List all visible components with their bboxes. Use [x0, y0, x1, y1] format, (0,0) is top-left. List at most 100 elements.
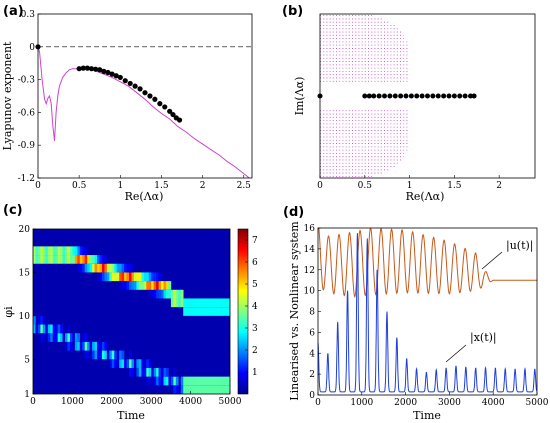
heatmap-cell [72, 333, 76, 342]
panel-c-xtick-label: 4000 [179, 397, 202, 407]
lyapunov-point [80, 65, 86, 71]
heatmap-cell [101, 272, 105, 282]
heatmap-cell [131, 281, 135, 290]
heatmap-cell [77, 246, 81, 256]
heatmap-cell [57, 246, 61, 256]
heatmap-cell [74, 246, 78, 256]
heatmap-cell [67, 341, 71, 351]
heatmap-cell [101, 263, 105, 273]
heatmap-cell [124, 281, 127, 290]
heatmap-cell [220, 385, 223, 394]
lyapunov-point [142, 90, 148, 96]
heatmap-cell [175, 376, 179, 386]
heatmap-cell [143, 359, 147, 368]
heatmap-cell [225, 298, 228, 308]
heatmap-cell [116, 272, 120, 282]
panel-a-xtick-label: 1 [117, 181, 123, 191]
lyapunov-point [157, 101, 163, 107]
heatmap-cell [173, 385, 177, 394]
heatmap-cell [94, 350, 98, 360]
heatmap-cell [133, 272, 137, 282]
heatmap-cell [222, 298, 226, 308]
heatmap-cell [131, 359, 135, 368]
heatmap-cell [57, 333, 61, 342]
eigenvalue-point [457, 93, 463, 99]
heatmap-cell [153, 281, 157, 290]
heatmap-cell [97, 263, 100, 273]
heatmap-cell [200, 385, 204, 394]
lyapunov-point [76, 66, 82, 72]
eigenvalue-point [435, 93, 441, 99]
heatmap-cell [119, 359, 122, 368]
heatmap-cell [225, 307, 228, 316]
panel-a-ytick-label: -0.3 [18, 76, 36, 86]
panel-c-xtick-label: 2000 [100, 397, 123, 407]
heatmap-cell [151, 281, 154, 290]
eigenvalue-point [408, 93, 414, 99]
colorbar-tick-label: 1 [252, 368, 258, 378]
heatmap-cell [183, 376, 186, 386]
heatmap-cell [114, 263, 118, 273]
heatmap-cell [57, 255, 61, 264]
panel-d-ytick-label: 8 [309, 308, 315, 318]
heatmap-cell [57, 324, 61, 334]
heatmap-cell [47, 255, 51, 264]
heatmap-cell [50, 255, 53, 264]
heatmap-cell [119, 272, 122, 282]
eigenvalue-point [392, 93, 398, 99]
heatmap-cell [67, 246, 71, 256]
heatmap-cell [143, 281, 147, 290]
heatmap-cell [205, 376, 209, 386]
heatmap-cell [158, 376, 162, 386]
heatmap-cell [33, 246, 36, 256]
heatmap-cell [40, 324, 44, 334]
heatmap-cell [165, 367, 169, 377]
heatmap-cell [170, 298, 174, 308]
heatmap-cell [89, 263, 93, 273]
heatmap-cell [37, 255, 41, 264]
eigenvalue-point [387, 93, 393, 99]
heatmap-cell [148, 359, 152, 368]
heatmap-cell [217, 307, 221, 316]
panel-b-axes-frame [319, 13, 536, 179]
panel-c-xtick-label: 1000 [61, 397, 84, 407]
panel-c-xtick-label: 0 [30, 397, 36, 407]
panel-b-xtick-label: 1.5 [447, 181, 462, 191]
panel-d-xtick-label: 5000 [526, 398, 549, 408]
heatmap-cell [52, 255, 56, 264]
heatmap-cell [89, 341, 93, 351]
panel-b-xtick-label: 1 [407, 181, 413, 191]
heatmap-cell [119, 281, 122, 290]
heatmap-cell [42, 315, 46, 325]
heatmap-cell [195, 307, 199, 316]
panel-c-ylabel: φi [2, 306, 15, 318]
heatmap-cell [195, 376, 199, 386]
heatmap-cell [227, 376, 231, 386]
heatmap-cell [197, 298, 201, 308]
heatmap-cell [111, 263, 115, 273]
heatmap-cell [84, 263, 88, 273]
panel-d-ylabel: Linearised vs. Nonlinear system [288, 221, 301, 401]
panel-c-ytick-label: 1 [24, 390, 30, 400]
eigenvalue-point [471, 93, 477, 99]
panel-d-xtick-label: 1000 [350, 398, 373, 408]
heatmap-cell [141, 359, 145, 368]
heatmap-cell [121, 263, 125, 273]
heatmap-cell [175, 298, 179, 308]
heatmap-cell [185, 298, 189, 308]
heatmap-cell [158, 281, 162, 290]
colorbar-tick-label: 3 [252, 324, 258, 334]
heatmap-cell [33, 255, 36, 264]
heatmap-cell [131, 263, 135, 273]
heatmap-cell [126, 281, 130, 290]
heatmap-cell [188, 385, 191, 394]
heatmap-cell [153, 367, 157, 377]
lyapunov-point [105, 69, 111, 76]
heatmap-cell [47, 333, 51, 342]
heatmap-cell [188, 307, 191, 316]
heatmap-cell [173, 376, 177, 386]
panel-b-spectrum: 0 0.5 1 1.5 2 Re(Λα) Im(Λα) [293, 13, 536, 203]
heatmap-cell [109, 359, 113, 368]
heatmap-cell [146, 359, 150, 368]
eigenvalue-point [403, 93, 409, 99]
